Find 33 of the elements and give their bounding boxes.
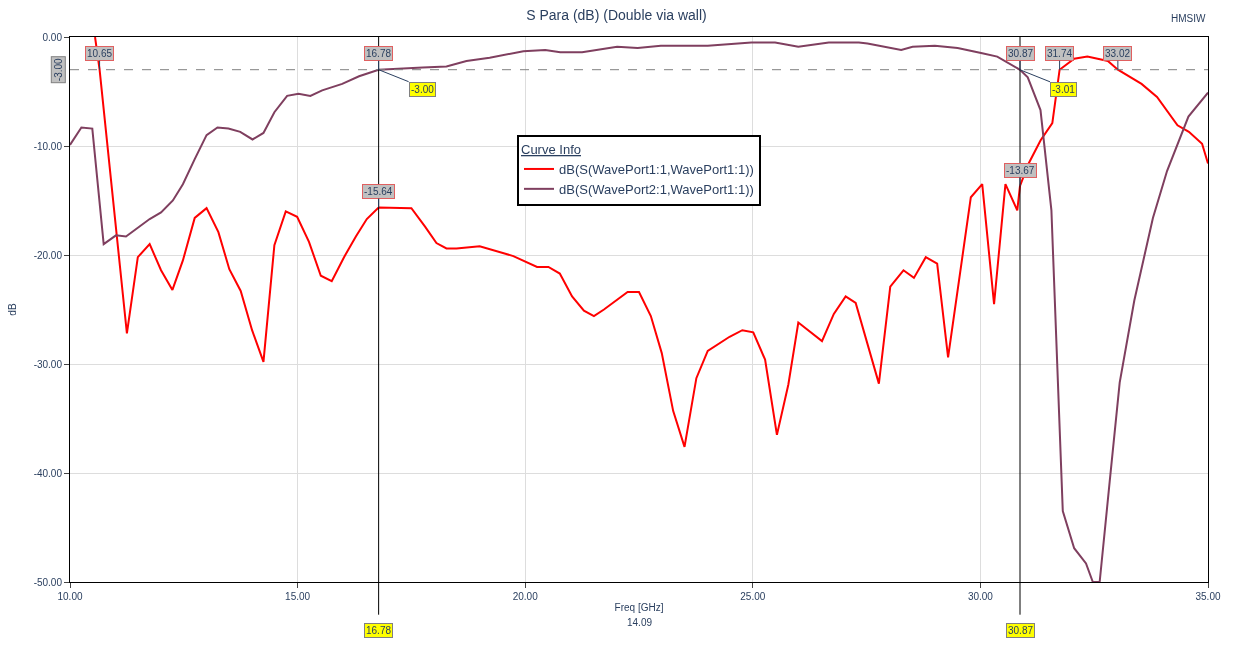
- text: 14.09: [627, 617, 653, 628]
- ref-line-label: 30.87: [1008, 625, 1034, 636]
- annotation: 10.65: [87, 48, 113, 59]
- y-tick-label: -30.00: [33, 358, 63, 370]
- y-tick-label: -20.00: [33, 249, 63, 261]
- line-series: [70, 41, 1208, 582]
- ref-line-label: -3.00: [52, 57, 64, 82]
- chart-title: S Para (dB) (Double via wall): [526, 6, 707, 23]
- annotation: 33.02: [1105, 48, 1131, 59]
- x-tick-label: 10.00: [57, 591, 83, 602]
- y-axis-title: dB: [6, 303, 18, 316]
- text: HMSIW: [1171, 13, 1206, 24]
- annotation: -3.00: [411, 84, 435, 95]
- y-tick-label: -50.00: [33, 576, 63, 588]
- legend-label: dB(S(WavePort2:1,WavePort1:1)): [559, 181, 754, 197]
- x-tick-label: 35.00: [1195, 591, 1221, 602]
- x-tick-label: 15.00: [285, 591, 311, 602]
- annotation: -3.01: [1052, 84, 1076, 95]
- y-tick-label: 0.00: [42, 31, 63, 43]
- y-tick-label: -40.00: [33, 467, 63, 479]
- ref-line-label: 16.78: [366, 625, 392, 636]
- x-tick-label: 25.00: [740, 591, 766, 602]
- legend-label: dB(S(WavePort1:1,WavePort1:1)): [559, 162, 754, 178]
- annotation: -13.67: [1006, 165, 1035, 176]
- annotation: 30.87: [1008, 48, 1034, 59]
- legend-title: Curve Info: [521, 142, 581, 157]
- annotation: 16.78: [366, 48, 392, 59]
- x-tick-label: 30.00: [967, 591, 994, 602]
- y-tick-label: -10.00: [33, 140, 63, 152]
- annotation: 31.74: [1047, 48, 1073, 59]
- x-tick-label: 20.00: [512, 591, 539, 602]
- x-axis-title: Freq [GHz]: [614, 601, 664, 613]
- annotation: -15.64: [364, 186, 393, 197]
